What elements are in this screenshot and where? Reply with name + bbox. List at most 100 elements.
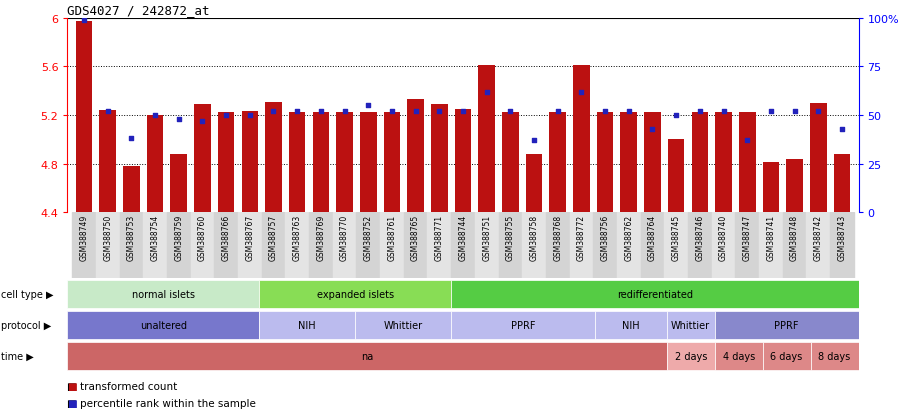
Bar [787, 159, 803, 213]
Point [479, 89, 494, 96]
Bar [810, 104, 826, 213]
Text: GSM388763: GSM388763 [293, 214, 302, 260]
Bar [431, 105, 448, 213]
Bar [549, 113, 566, 213]
Text: GSM388755: GSM388755 [506, 214, 515, 260]
Bar [100, 111, 116, 213]
Point [692, 109, 707, 115]
Point [456, 109, 470, 115]
Text: time ▶: time ▶ [1, 351, 33, 361]
Text: PPRF: PPRF [774, 320, 799, 330]
Bar [242, 112, 258, 213]
Point [290, 109, 305, 115]
Bar [404, 213, 427, 279]
Text: 8 days: 8 days [818, 351, 850, 361]
Bar [167, 213, 191, 279]
Bar [384, 113, 400, 213]
Text: na: na [361, 351, 373, 361]
Text: GSM388745: GSM388745 [672, 214, 681, 260]
Bar [667, 311, 715, 339]
Bar [502, 113, 519, 213]
Point [408, 109, 423, 115]
Bar [380, 213, 404, 279]
Point [574, 89, 589, 96]
Bar [360, 113, 377, 213]
Bar [455, 109, 471, 213]
Bar [478, 66, 495, 213]
Bar [191, 213, 214, 279]
Point [764, 109, 779, 115]
Bar [526, 154, 542, 213]
Bar [783, 213, 806, 279]
Point [172, 116, 186, 123]
Text: GSM388743: GSM388743 [838, 214, 847, 260]
Bar [147, 116, 164, 213]
Bar [688, 213, 712, 279]
Bar [214, 213, 238, 279]
Bar [143, 213, 167, 279]
Point [669, 112, 683, 119]
Bar [333, 213, 356, 279]
Bar [593, 213, 617, 279]
Bar [668, 140, 684, 213]
Bar [806, 213, 830, 279]
Bar [715, 342, 762, 370]
Text: PPRF: PPRF [511, 320, 535, 330]
Text: protocol ▶: protocol ▶ [1, 320, 51, 330]
Text: 4 days: 4 days [723, 351, 755, 361]
Bar [522, 213, 546, 279]
Bar [645, 113, 661, 213]
Text: GSM388765: GSM388765 [411, 214, 420, 260]
Text: ■ percentile rank within the sample: ■ percentile rank within the sample [67, 398, 256, 408]
Bar [691, 113, 708, 213]
Bar [67, 280, 259, 308]
Bar [262, 213, 285, 279]
Text: GSM388766: GSM388766 [222, 214, 231, 260]
Text: GSM388768: GSM388768 [553, 214, 562, 260]
Text: cell type ▶: cell type ▶ [1, 289, 53, 299]
Point [124, 135, 138, 142]
Bar [735, 213, 759, 279]
Point [195, 118, 209, 125]
Bar [715, 311, 859, 339]
Text: GSM388754: GSM388754 [150, 214, 159, 260]
Point [503, 109, 518, 115]
Text: GSM388742: GSM388742 [814, 214, 823, 260]
Bar [407, 100, 424, 213]
Point [337, 109, 352, 115]
Point [385, 109, 399, 115]
Text: GDS4027 / 242872_at: GDS4027 / 242872_at [67, 5, 210, 17]
Bar [570, 213, 593, 279]
Bar [546, 213, 570, 279]
Bar [313, 113, 329, 213]
Text: GSM388761: GSM388761 [387, 214, 396, 260]
Text: 2 days: 2 days [674, 351, 707, 361]
Text: expanded islets: expanded islets [316, 289, 394, 299]
Point [645, 126, 660, 133]
Bar [96, 213, 120, 279]
Point [266, 109, 280, 115]
Bar [265, 102, 281, 213]
Bar [171, 154, 187, 213]
Text: GSM388769: GSM388769 [316, 214, 325, 260]
Text: GSM388750: GSM388750 [103, 214, 112, 260]
Point [527, 138, 541, 144]
Text: GSM388740: GSM388740 [719, 214, 728, 260]
Text: ■: ■ [67, 398, 77, 408]
Point [717, 109, 731, 115]
Text: 6 days: 6 days [770, 351, 803, 361]
Bar [475, 213, 499, 279]
Text: GSM388762: GSM388762 [624, 214, 633, 260]
Text: GSM388752: GSM388752 [364, 214, 373, 260]
Bar [499, 213, 522, 279]
Bar [664, 213, 688, 279]
Bar [716, 113, 732, 213]
Text: GSM388759: GSM388759 [174, 214, 183, 260]
Bar [72, 213, 96, 279]
Bar [833, 154, 850, 213]
Text: GSM388767: GSM388767 [245, 214, 254, 260]
Point [788, 109, 802, 115]
Text: GSM388758: GSM388758 [530, 214, 539, 260]
Bar [309, 213, 333, 279]
Point [361, 102, 376, 109]
